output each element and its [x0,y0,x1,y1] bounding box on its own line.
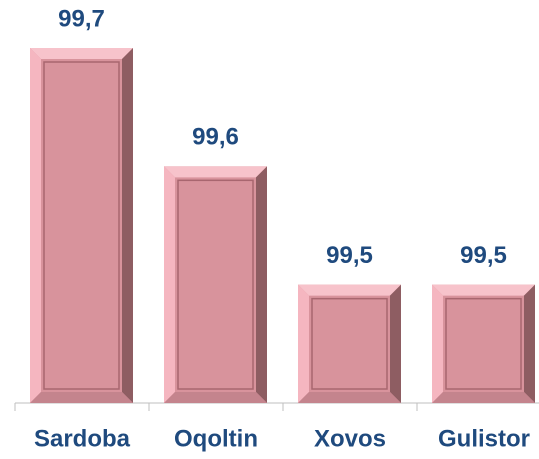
x-tick-label: Sardoba [34,425,131,452]
value-label: 99,7 [58,5,105,32]
bar-bevel [432,284,535,296]
bar [432,284,535,403]
bar-bevel [298,284,309,403]
value-label: 99,5 [460,242,507,269]
bar-bevel [164,166,175,403]
bar-bevel [390,284,401,403]
bar-bevel [122,48,133,403]
bar-face [311,297,388,390]
value-label: 99,5 [326,242,373,269]
bar-bevel [256,166,267,403]
bar [30,48,133,403]
bar-bevel [30,48,41,403]
bar-bevel [432,392,535,403]
bar-face [177,179,254,390]
bar-bevel [164,392,267,403]
bar-face [43,61,120,390]
value-label: 99,6 [192,124,239,151]
bar [298,284,401,403]
bar-bevel [524,284,535,403]
bar-bevel [164,166,267,178]
bar-bevel [432,284,443,403]
bar-bevel [30,48,133,59]
bar-bevel [30,392,133,403]
bar-face [445,297,522,390]
bar-bevel [298,284,401,296]
bar [164,166,267,403]
x-tick-label: Oqoltin [174,425,258,452]
bar-bevel [298,392,401,403]
x-tick-label: Xovos [314,425,386,452]
x-tick-label: Gulistor [438,425,530,452]
